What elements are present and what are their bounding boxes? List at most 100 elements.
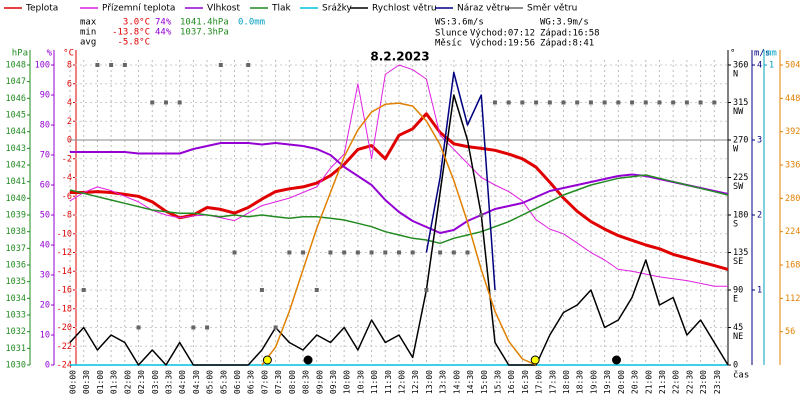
- y-tick-label: 0: [45, 361, 50, 371]
- direction-dot: [232, 250, 237, 255]
- y-tick-label: 1038: [6, 227, 26, 237]
- direction-dot: [712, 100, 717, 105]
- direction-dot: [163, 100, 168, 105]
- y-tick-label: -6: [62, 192, 72, 202]
- x-tick-label: 13:00: [425, 370, 434, 394]
- y-tick-label: -18: [57, 304, 72, 314]
- x-tick-label: 11:30: [384, 370, 393, 394]
- y-tick-label: 1034: [6, 294, 26, 304]
- x-tick-label: 02:00: [123, 370, 132, 394]
- y-tick-label: 0: [67, 136, 72, 146]
- direction-dot: [383, 250, 388, 255]
- y-tick-label: -22: [57, 342, 72, 352]
- direction-dot: [301, 250, 306, 255]
- y-tick-label: -20: [57, 323, 72, 333]
- x-tick-label: 12:30: [411, 370, 420, 394]
- stat-label: max: [80, 18, 97, 28]
- direction-dot: [575, 100, 580, 105]
- astro-marker: [612, 355, 622, 365]
- x-tick-label: 23:00: [699, 370, 708, 394]
- x-tick-label: 21:30: [658, 370, 667, 394]
- direction-dot: [397, 250, 401, 255]
- direction-dot: [451, 250, 456, 255]
- axis-unit: °: [730, 49, 735, 59]
- x-tick-label: 14:00: [452, 370, 461, 394]
- stat-pres: 1041.4hPa: [180, 18, 229, 28]
- y-tick-label: 1035: [6, 277, 26, 287]
- x-tick-label: 08:00: [288, 370, 297, 394]
- x-tick-label: 05:30: [219, 370, 228, 394]
- x-tick-label: 16:30: [521, 370, 530, 394]
- direction-dot: [534, 100, 539, 105]
- direction-dot: [506, 100, 511, 105]
- y-tick-label: 1042: [6, 161, 26, 171]
- legend-label: Vlhkost: [207, 4, 240, 14]
- y-tick-label: 0: [733, 361, 738, 371]
- y-tick-label: 1040: [6, 194, 26, 204]
- direction-dot: [616, 100, 621, 105]
- direction-dot: [314, 288, 319, 292]
- y-tick-label: 40: [40, 241, 50, 251]
- x-tick-label: 03:00: [151, 370, 160, 394]
- direction-dot: [342, 250, 347, 255]
- compass-label: NW: [733, 107, 744, 117]
- x-tick-label: 22:00: [672, 370, 681, 394]
- x-tick-label: 22:30: [685, 370, 694, 394]
- sun-rise: Východ:07:12: [470, 29, 535, 39]
- x-tick-label: 00:00: [69, 370, 78, 394]
- direction-dot: [424, 288, 429, 292]
- direction-dot: [191, 325, 196, 330]
- y-tick-label: -12: [57, 248, 72, 258]
- y-tick-label: -16: [57, 286, 72, 296]
- moon-set: Západ:8:41: [540, 39, 594, 49]
- y-tick-label: -2: [62, 154, 72, 164]
- x-tick-label: 06:30: [247, 370, 256, 394]
- x-tick-label: 11:00: [370, 370, 379, 394]
- x-tick-label: 01:30: [110, 370, 119, 394]
- astro-marker: [262, 355, 272, 365]
- stat-hum: 44%: [155, 28, 172, 38]
- direction-dot: [177, 100, 182, 105]
- x-tick-label: 16:00: [507, 370, 516, 394]
- direction-dot: [122, 63, 127, 67]
- y-tick-label: -24: [57, 361, 72, 371]
- y-tick-label: 80: [40, 121, 50, 131]
- y-tick-label: 224: [785, 227, 800, 237]
- x-tick-label: 05:00: [206, 370, 215, 394]
- x-tick-label: 01:00: [96, 370, 105, 394]
- y-tick-label: 336: [785, 161, 800, 171]
- y-tick-label: 8: [67, 61, 72, 71]
- direction-dot: [81, 288, 86, 292]
- y-tick-label: 1031: [6, 344, 26, 354]
- x-tick-label: 04:00: [178, 370, 187, 394]
- y-tick-label: 225: [733, 173, 748, 183]
- y-tick-label: 45: [733, 323, 743, 333]
- stat-pres: 1037.3hPa: [180, 28, 229, 38]
- series-line: [70, 142, 729, 234]
- compass-label: W: [733, 145, 739, 155]
- compass-label: N: [733, 70, 738, 80]
- direction-dot: [246, 63, 251, 67]
- compass-label: SW: [733, 182, 744, 192]
- direction-dot: [520, 100, 525, 105]
- direction-dot: [630, 100, 635, 105]
- y-tick-label: 100: [35, 61, 50, 71]
- direction-dot: [273, 325, 278, 330]
- x-tick-label: 23:30: [713, 370, 722, 394]
- axis-unit: m/s: [754, 49, 770, 59]
- wg: WG:3.9m/s: [540, 18, 589, 28]
- direction-dot: [205, 325, 210, 330]
- y-tick-label: 56: [785, 327, 795, 337]
- x-tick-label: 00:30: [82, 370, 91, 394]
- direction-dot: [657, 100, 662, 105]
- direction-dot: [369, 250, 374, 255]
- x-tick-label: 20:00: [617, 370, 626, 394]
- legend-label: Srážky: [322, 4, 353, 14]
- direction-dot: [492, 100, 497, 105]
- moon-rise: Východ:19:56: [470, 39, 535, 49]
- y-tick-label: 1044: [6, 127, 26, 137]
- y-tick-label: 1039: [6, 211, 26, 221]
- stat-temp: -5.8°C: [117, 38, 150, 48]
- y-tick-label: 1036: [6, 261, 26, 271]
- y-tick-label: 168: [785, 261, 800, 271]
